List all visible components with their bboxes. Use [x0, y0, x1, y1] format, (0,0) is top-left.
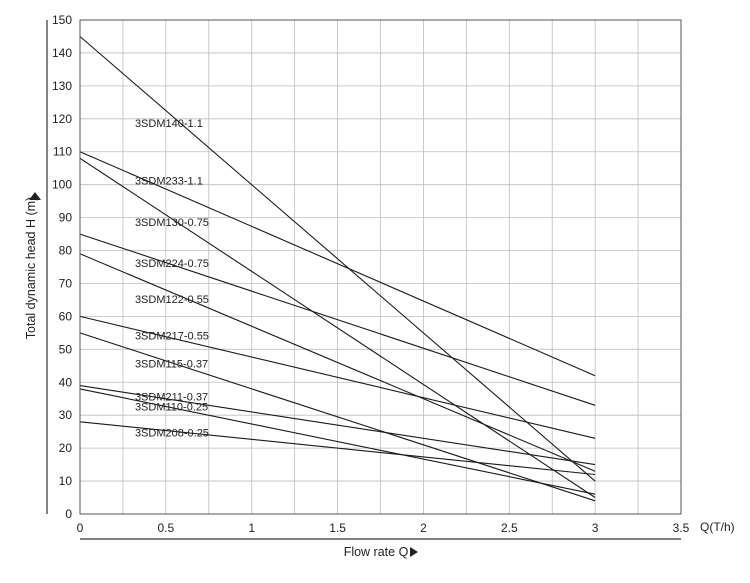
x-tick-label: 0.5	[158, 521, 175, 535]
series-line-3SDM224-0.75	[79, 233, 596, 406]
y-tick-label: 150	[52, 13, 72, 27]
y-axis-title: Total dynamic head H (m)	[24, 197, 38, 339]
y-tick-label: 10	[59, 474, 73, 488]
y-axis-arrow-icon	[29, 192, 41, 200]
x-tick-label: 1.5	[329, 521, 346, 535]
series-label: 3SDM115-0.37	[135, 358, 208, 370]
series-line-3SDM217-0.55	[79, 315, 596, 439]
y-tick-label: 80	[59, 244, 73, 258]
x-tick-label: 3	[592, 521, 599, 535]
y-tick-label: 90	[59, 211, 73, 225]
series-label: 3SDM217-0.55	[135, 330, 209, 342]
y-tick-label: 140	[52, 46, 72, 60]
plot-frame	[79, 19, 682, 515]
y-tick-label: 100	[52, 178, 72, 192]
series-label: 3SDM110-0.25	[135, 401, 208, 413]
series-curves	[79, 36, 596, 502]
y-tick-label: 70	[59, 276, 73, 290]
x-tick-label: 3.5	[673, 521, 690, 535]
x-tick-label: 2.5	[501, 521, 518, 535]
x-axis-arrow-icon	[410, 547, 418, 557]
y-tick-label: 0	[65, 507, 72, 521]
y-tick-label: 60	[59, 309, 73, 323]
y-tick-label: 130	[52, 79, 72, 93]
series-line-3SDM130-0.75	[79, 157, 596, 498]
series-line-3SDM208-0.25	[79, 421, 596, 476]
series-labels: 3SDM140-1.1 3SDM233-1.1 3SDM130-0.75 3SDM22…	[135, 118, 209, 440]
grid	[80, 20, 681, 514]
series-line-3SDM122-0.55	[79, 253, 596, 472]
y-tick-label: 110	[53, 145, 72, 159]
y-tick-label: 50	[59, 342, 73, 356]
tick-labels: 0 0.5 1 1.5 2 2.5 3 3.5 0 10 20 30 40 50 60 70 80 90 100 11…	[52, 13, 690, 535]
series-label: 3SDM140-1.1	[135, 118, 203, 130]
y-tick-label: 30	[59, 408, 73, 422]
x-tick-label: 2	[420, 521, 427, 535]
series-line-3SDM140-1.1	[79, 36, 596, 482]
x-unit-label: Q(T/h)	[700, 520, 735, 534]
series-label: 3SDM211-0.37	[135, 391, 208, 403]
x-tick-label: 0	[77, 521, 84, 535]
y-tick-label: 120	[52, 112, 72, 126]
x-tick-label: 1	[248, 521, 255, 535]
series-label: 3SDM224-0.75	[135, 258, 209, 270]
series-line-3SDM211-0.37	[79, 385, 596, 466]
series-line-3SDM110-0.25	[79, 388, 596, 495]
y-tick-label: 40	[59, 375, 73, 389]
series-line-3SDM115-0.37	[79, 332, 596, 502]
series-label: 3SDM122-0.55	[135, 294, 209, 306]
series-line-3SDM233-1.1	[79, 151, 596, 377]
y-tick-label: 20	[59, 441, 73, 455]
series-label: 3SDM233-1.1	[135, 176, 203, 188]
series-label: 3SDM208-0.25	[135, 428, 209, 440]
x-axis-title: Flow rate Q	[344, 545, 409, 559]
series-label: 3SDM130-0.75	[135, 217, 209, 229]
